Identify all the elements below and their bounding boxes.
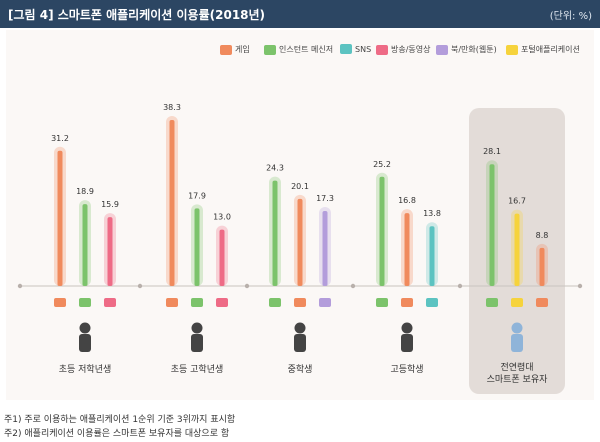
portal-icon	[511, 298, 523, 307]
chart-title: [그림 4] 스마트폰 애플리케이션 이용률(2018년)	[8, 8, 266, 22]
data-label: 17.9	[188, 191, 206, 200]
separator-dot	[137, 283, 143, 289]
bar	[194, 208, 200, 286]
video-icon	[216, 298, 228, 307]
bar-chart: 31.2 18.9 15.9 초등 저학년생 38.3 17.9 13.0 초등 고학년생 24…	[17, 103, 583, 394]
game-icon	[294, 298, 306, 307]
legend-item-game: 게임	[220, 44, 250, 55]
legend-item-portal: 포털애플리케이션	[506, 44, 580, 55]
data-label: 8.8	[536, 231, 549, 240]
messenger-icon	[191, 298, 203, 307]
data-label: 24.3	[266, 164, 284, 173]
book-icon	[319, 298, 331, 307]
legend-item-sns: SNS	[340, 44, 371, 54]
separator-dot	[244, 283, 250, 289]
data-label: 31.2	[51, 134, 69, 143]
sns-icon	[426, 298, 438, 307]
legend-label: SNS	[355, 44, 372, 54]
bar	[82, 204, 88, 286]
bar	[169, 120, 175, 286]
messenger-icon	[269, 298, 281, 307]
separator-dot	[17, 283, 23, 289]
person-body-icon	[401, 334, 413, 352]
person-body-icon	[79, 334, 91, 352]
group-label: 중학생	[288, 364, 313, 375]
data-label: 28.1	[483, 147, 501, 156]
data-label: 16.8	[398, 196, 416, 205]
data-label: 20.1	[291, 182, 309, 191]
video-icon	[104, 298, 116, 307]
data-label: 15.9	[101, 200, 119, 209]
footnote-1: 주1) 주로 이용하는 애플리케이션 1순위 기준 3위까지 표시함	[4, 415, 236, 425]
bar	[297, 198, 303, 286]
group-label: 고등학생	[390, 364, 423, 375]
separator-dot	[457, 283, 463, 289]
data-label: 25.2	[373, 160, 391, 169]
person-body-icon	[511, 334, 523, 352]
person-head-icon	[191, 322, 203, 334]
person-head-icon	[401, 322, 413, 334]
separator-dot	[577, 283, 583, 289]
group-label: 초등 저학년생	[59, 364, 112, 375]
bar	[404, 213, 410, 286]
unit-label: (단위: %)	[549, 11, 592, 22]
bar	[429, 226, 435, 286]
data-label: 18.9	[76, 187, 94, 196]
data-label: 16.7	[508, 197, 526, 206]
bar	[514, 213, 520, 286]
legend-label: 포털애플리케이션	[521, 45, 580, 54]
legend-item-book: 북/만화(웹툰)	[436, 44, 497, 55]
messenger-icon	[79, 298, 91, 307]
person-head-icon	[294, 322, 306, 334]
portal-icon	[506, 44, 518, 55]
group-label: 전연령대 스마트폰 보유자	[487, 361, 549, 385]
bar	[272, 180, 278, 286]
bar	[379, 176, 385, 286]
game-icon	[401, 298, 413, 307]
legend-label: 북/만화(웹툰)	[451, 45, 497, 54]
separator-dot	[350, 283, 356, 289]
data-label: 13.8	[423, 209, 441, 218]
person-body-icon	[191, 334, 203, 352]
bar	[489, 164, 495, 286]
legend: 게임 인스턴트 메신저 SNS 방송/동영상 북/만화(웹툰) 포털애플리케이션	[220, 44, 590, 62]
game-icon	[220, 44, 232, 55]
group-label: 초등 고학년생	[171, 364, 224, 375]
game-icon	[166, 298, 178, 307]
sns-icon	[340, 44, 352, 54]
bar	[539, 247, 545, 286]
data-label: 17.3	[316, 194, 334, 203]
messenger-icon	[486, 298, 498, 307]
book-icon	[436, 44, 448, 55]
person-head-icon	[79, 322, 91, 334]
video-icon	[376, 44, 388, 55]
legend-label: 인스턴트 메신저	[279, 45, 334, 54]
legend-label: 게임	[235, 45, 250, 54]
person-head-icon	[511, 322, 523, 334]
messenger-icon	[264, 44, 276, 55]
legend-item-video: 방송/동영상	[376, 44, 431, 55]
data-label: 38.3	[163, 103, 181, 112]
game-icon	[54, 298, 66, 307]
person-body-icon	[294, 334, 306, 352]
game-icon	[536, 298, 548, 307]
legend-item-messenger: 인스턴트 메신저	[264, 44, 333, 55]
chart-header: [그림 4] 스마트폰 애플리케이션 이용률(2018년) (단위: %)	[0, 0, 600, 28]
bar	[322, 211, 328, 286]
data-label: 13.0	[213, 213, 231, 222]
bar	[107, 217, 113, 286]
bar	[219, 229, 225, 286]
bar	[57, 150, 63, 286]
legend-label: 방송/동영상	[391, 45, 431, 54]
footnote-2: 주2) 애플리케이션 이용률은 스마트폰 보유자를 대상으로 함	[4, 429, 230, 439]
messenger-icon	[376, 298, 388, 307]
